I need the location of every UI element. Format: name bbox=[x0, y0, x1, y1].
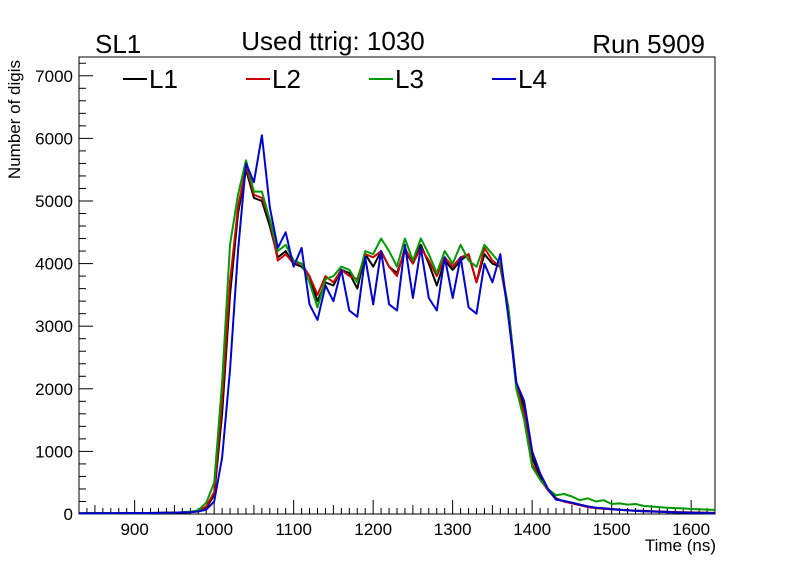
x-tick-label: 1300 bbox=[434, 520, 472, 539]
x-tick-label: 1400 bbox=[513, 520, 551, 539]
y-tick-label: 2000 bbox=[35, 380, 73, 399]
y-tick-label: 5000 bbox=[35, 192, 73, 211]
y-tick-label: 1000 bbox=[35, 442, 73, 461]
legend-label-l3: L3 bbox=[395, 64, 424, 94]
y-tick-label: 3000 bbox=[35, 317, 73, 336]
legend: L1 L2 L3 L4 bbox=[123, 64, 547, 94]
y-tick-label: 7000 bbox=[35, 67, 73, 86]
run-label: Run 5909 bbox=[592, 29, 705, 59]
x-axis-label: Time (ns) bbox=[645, 536, 716, 555]
legend-label-l2: L2 bbox=[272, 64, 301, 94]
y-tick-label: 6000 bbox=[35, 129, 73, 148]
x-tick-label: 900 bbox=[120, 520, 148, 539]
x-tick-label: 1000 bbox=[195, 520, 233, 539]
legend-label-l4: L4 bbox=[518, 64, 547, 94]
x-tick-label: 1100 bbox=[275, 520, 312, 539]
chart-title: Used ttrig: 1030 bbox=[241, 26, 425, 56]
y-axis-ticks: 0 1000 2000 3000 4000 5000 6000 7000 bbox=[35, 62, 93, 524]
series-line-l4 bbox=[78, 134, 716, 515]
series-layer bbox=[78, 134, 716, 515]
y-tick-label: 0 bbox=[64, 505, 73, 524]
x-tick-label: 1200 bbox=[354, 520, 392, 539]
legend-label-l1: L1 bbox=[149, 64, 178, 94]
x-tick-label: 1500 bbox=[593, 520, 631, 539]
y-axis-label: Number of digis bbox=[5, 60, 24, 179]
superlayer-label: SL1 bbox=[95, 29, 141, 59]
x-axis-ticks: 900 1000 1100 1200 1300 1400 1500 1600 bbox=[78, 500, 716, 539]
x-tick-label: 1600 bbox=[672, 520, 710, 539]
y-tick-label: 4000 bbox=[35, 255, 73, 274]
